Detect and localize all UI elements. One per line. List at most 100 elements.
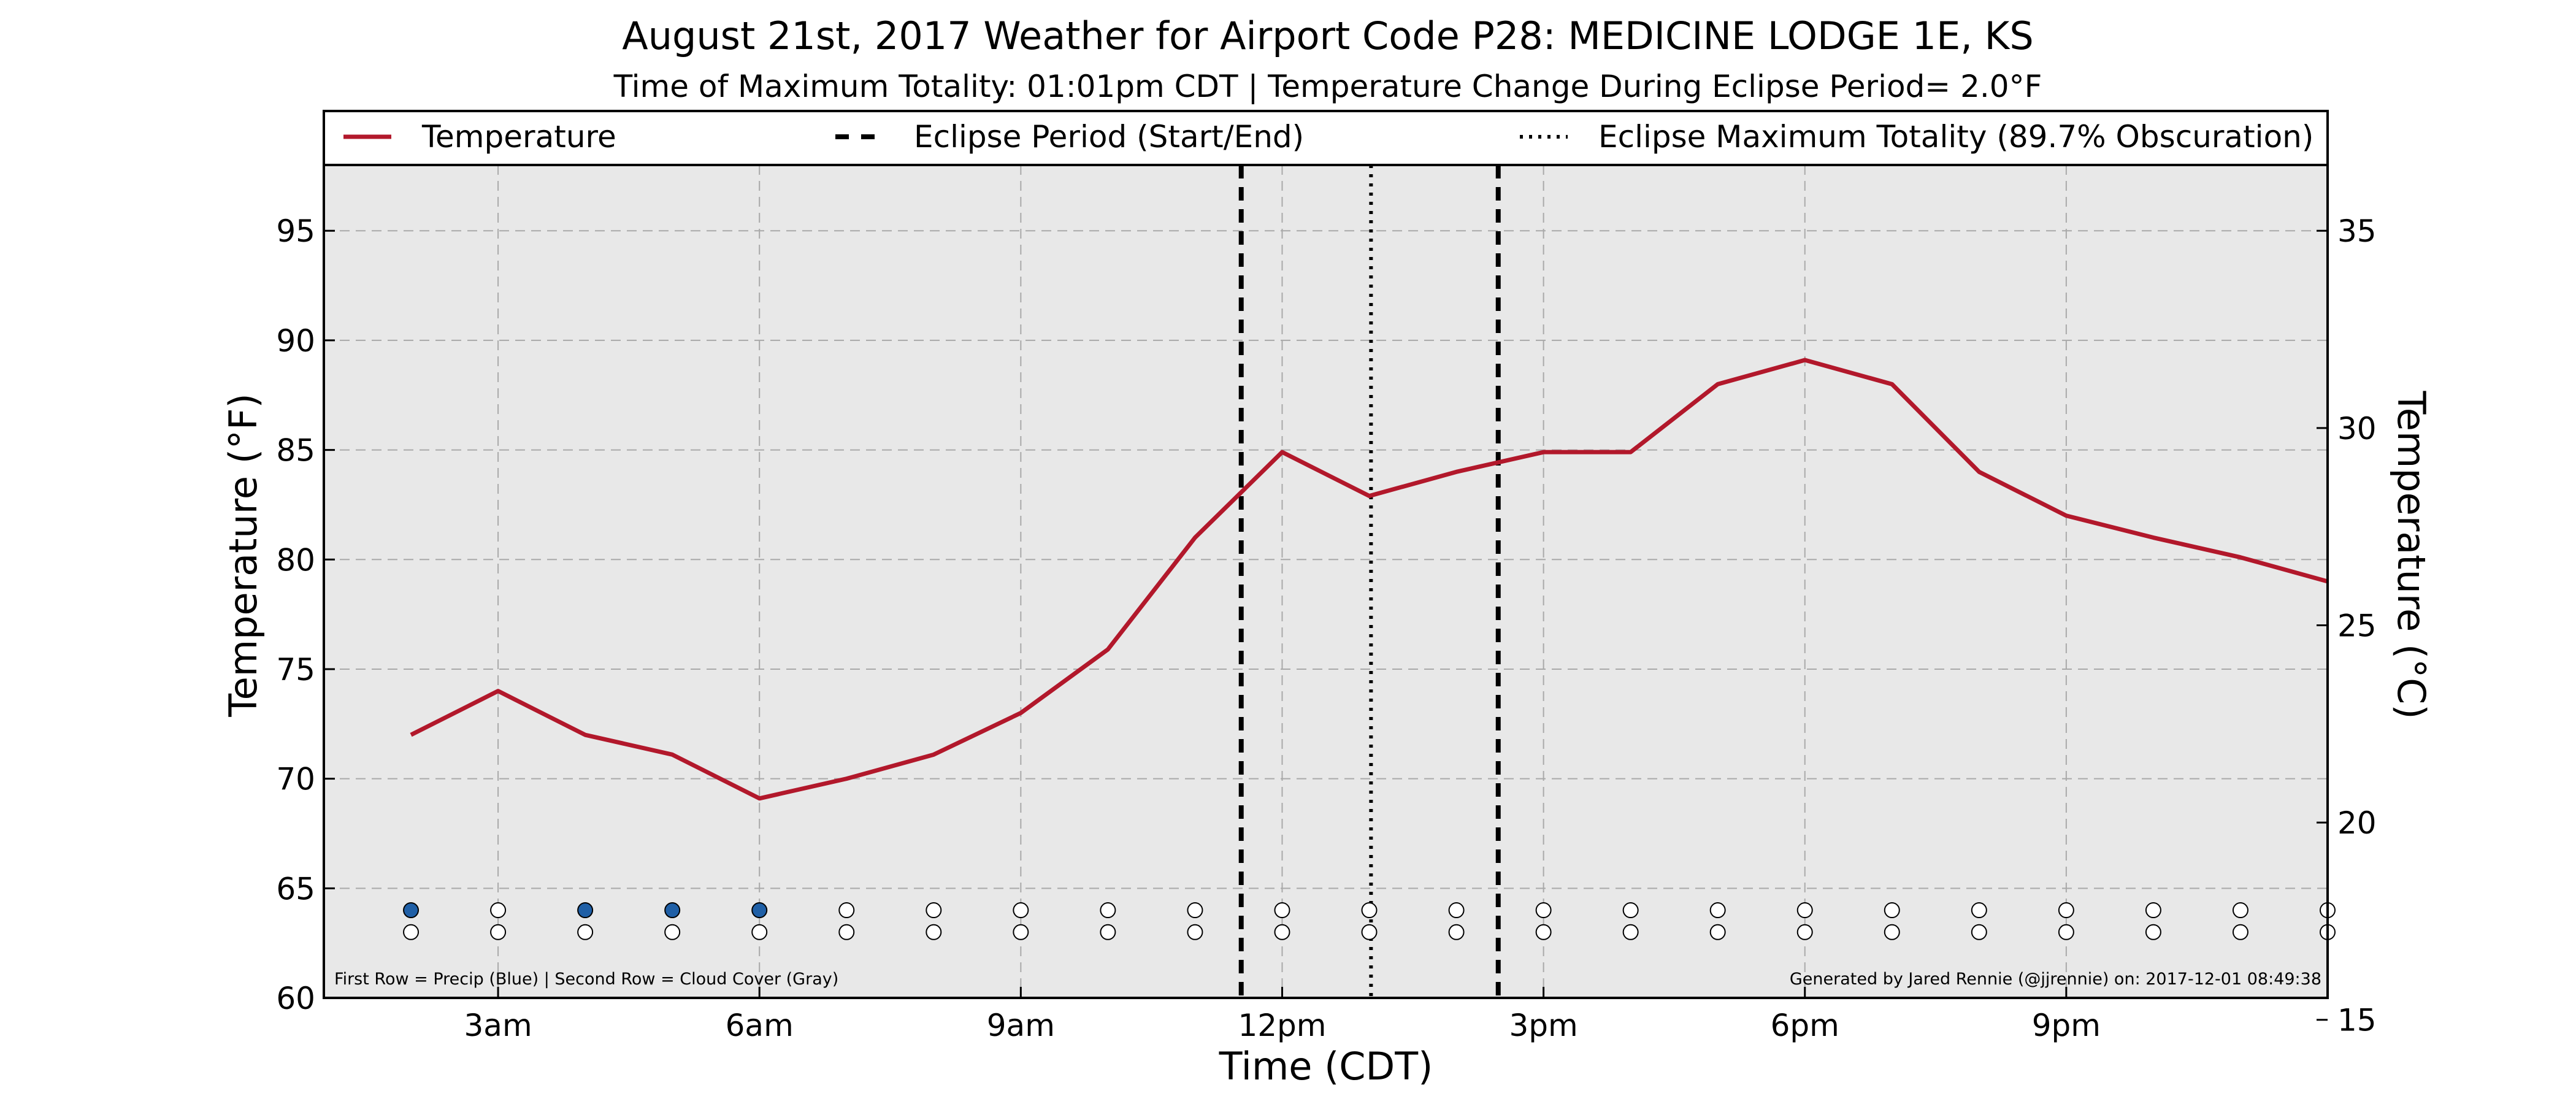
x-tick-label-12pm: 12pm (1238, 1008, 1326, 1043)
precip-dot-3 (664, 902, 681, 919)
data-point-temperature-3 (672, 754, 673, 755)
footnote-right: Generated by Jared Rennie (@jjrennie) on… (1790, 970, 2321, 989)
cloud-dot-8 (1100, 924, 1116, 940)
cloud-dot-18 (1971, 924, 1987, 940)
y-axis-label: Temperature (°F) (221, 393, 266, 717)
legend-label-temperature: Temperature (421, 119, 616, 155)
cloud-dot-16 (1796, 924, 1813, 940)
cloud-dot-11 (1361, 924, 1378, 940)
footnote-left: First Row = Precip (Blue) | Second Row =… (334, 970, 838, 989)
precip-dot-11 (1361, 902, 1378, 919)
precip-dot-14 (1622, 902, 1639, 919)
precip-dot-16 (1796, 902, 1813, 919)
cloud-dot-13 (1535, 924, 1552, 940)
axes: 60 65 70 75 80 85 90 95 3am 6am 9am 12pm 3pm 6pm 9pm 15… (276, 213, 2376, 1043)
precip-dot-18 (1971, 902, 1987, 919)
precip-dot-4 (751, 902, 768, 919)
y-tick-label-75: 75 (276, 652, 315, 688)
data-point-temperature-18 (1979, 471, 1980, 472)
y-tick-label-90: 90 (276, 323, 315, 359)
data-point-temperature-19 (2066, 515, 2067, 516)
data-point-temperature-9 (1194, 537, 1195, 539)
data-point-temperature-5 (846, 778, 847, 780)
precip-dot-20 (2145, 902, 2161, 919)
data-point-temperature-2 (585, 734, 586, 735)
y-tick-label-85: 85 (276, 433, 315, 469)
data-point-temperature-10 (1281, 451, 1282, 453)
precip-dot-13 (1535, 902, 1552, 919)
precip-dot-10 (1274, 902, 1290, 919)
x-tick-label-3pm: 3pm (1509, 1008, 1577, 1043)
x-tick-label-3am: 3am (464, 1008, 532, 1043)
precip-dot-2 (577, 902, 594, 919)
cloud-dot-3 (664, 924, 681, 940)
series-line-temperature (410, 358, 2328, 801)
cloud-dot-10 (1274, 924, 1290, 940)
cloud-dot-20 (2145, 924, 2161, 940)
precip-dot-9 (1187, 902, 1203, 919)
y-tick-label-60: 60 (276, 981, 315, 1016)
cloud-dot-5 (838, 924, 855, 940)
data-point-temperature-14 (1630, 451, 1631, 453)
cloud-dot-0 (403, 924, 420, 940)
data-point-temperature-0 (410, 734, 412, 735)
legend-box (323, 110, 2329, 166)
cloud-dot-2 (577, 924, 594, 940)
cloud-dot-1 (490, 924, 507, 940)
data-point-temperature-4 (759, 798, 760, 799)
plot-area (324, 165, 2328, 998)
data-point-temperature-13 (1543, 451, 1544, 453)
legend-label-max-totality: Eclipse Maximum Totality (89.7% Obscurat… (1598, 119, 2313, 155)
data-point-temperature-16 (1804, 359, 1806, 361)
precip-dot-1 (490, 902, 507, 919)
y-right-tick-label-20: 20 (2337, 805, 2377, 841)
cloud-dot-9 (1187, 924, 1203, 940)
data-point-temperature-12 (1456, 471, 1457, 472)
cloud-dot-21 (2232, 924, 2248, 940)
grid-lines (324, 165, 2328, 998)
y-right-tick-label-25: 25 (2337, 608, 2377, 643)
data-point-temperature-8 (1107, 649, 1108, 650)
data-point-temperature-6 (933, 754, 934, 755)
x-tick-label-9am: 9am (987, 1008, 1055, 1043)
y-tick-label-95: 95 (276, 213, 315, 249)
x-axis-label: Time (CDT) (1219, 1044, 1433, 1089)
y-tick-label-80: 80 (276, 542, 315, 578)
legend: Temperature Eclipse Period (Start/End) E… (323, 110, 2329, 166)
data-point-temperature-1 (497, 691, 499, 692)
data-point-temperature-15 (1717, 383, 1719, 385)
precip-dot-8 (1100, 902, 1116, 919)
precip-dot-7 (1013, 902, 1029, 919)
cloud-dot-19 (2058, 924, 2074, 940)
data-point-temperature-7 (1020, 712, 1021, 713)
y-right-tick-label-35: 35 (2337, 213, 2377, 249)
cloud-dot-7 (1013, 924, 1029, 940)
y-tick-label-65: 65 (276, 871, 315, 907)
data-point-temperature-11 (1369, 496, 1370, 497)
precip-dot-6 (926, 902, 942, 919)
y-tick-label-70: 70 (276, 762, 315, 797)
x-tick-label-6am: 6am (726, 1008, 794, 1043)
data-point-temperature-20 (2153, 537, 2154, 539)
y-axis-label-right: Temperature (°C) (2389, 390, 2434, 719)
cloud-dot-15 (1709, 924, 1726, 940)
cloud-dot-17 (1884, 924, 1900, 940)
cloud-dot-12 (1448, 924, 1465, 940)
precip-dot-0 (403, 902, 420, 919)
x-tick-label-9pm: 9pm (2032, 1008, 2101, 1043)
precip-dot-5 (838, 902, 855, 919)
series-group (410, 358, 2328, 801)
cloud-dot-6 (926, 924, 942, 940)
data-point-temperature-21 (2240, 557, 2241, 558)
precip-dot-19 (2058, 902, 2074, 919)
y-right-tick-label-15: 15 (2337, 1003, 2377, 1038)
legend-label-eclipse-period: Eclipse Period (Start/End) (914, 119, 1304, 155)
chart-subtitle: Time of Maximum Totality: 01:01pm CDT | … (613, 69, 2042, 104)
cloud-dot-4 (751, 924, 768, 940)
chart-title: August 21st, 2017 Weather for Airport Co… (622, 13, 2033, 58)
x-tick-label-6pm: 6pm (1771, 1008, 1839, 1043)
precip-dot-21 (2232, 902, 2248, 919)
cloud-dot-14 (1622, 924, 1639, 940)
precip-dot-12 (1448, 902, 1465, 919)
